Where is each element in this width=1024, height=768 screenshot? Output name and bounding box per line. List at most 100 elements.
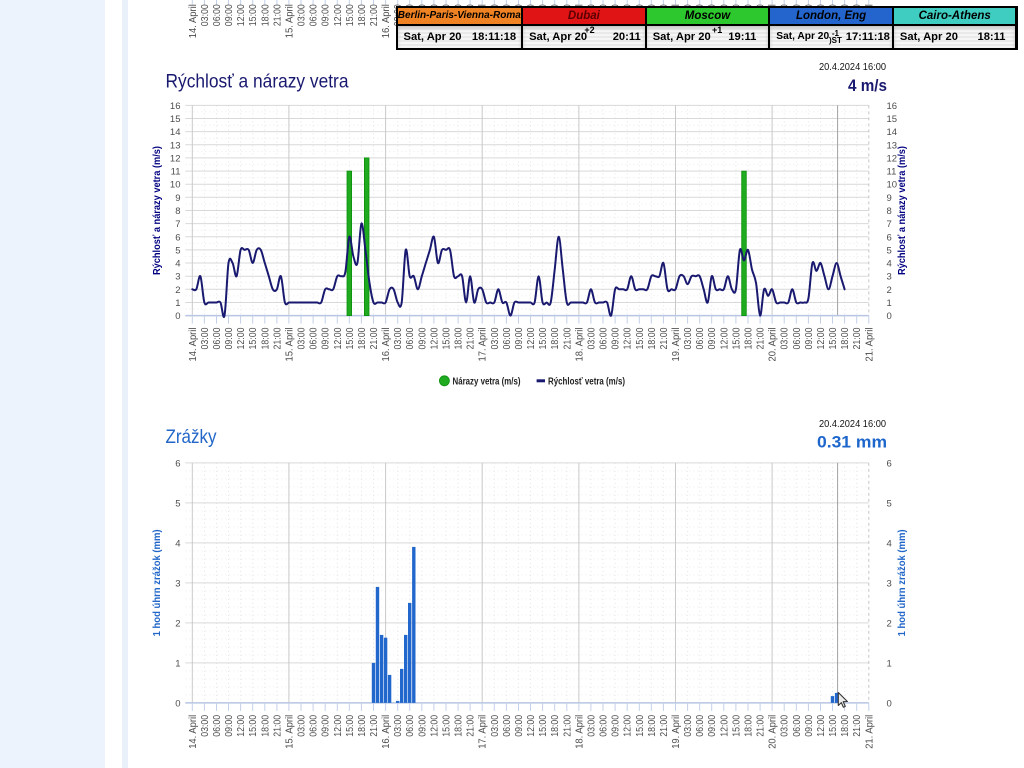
svg-text:09:00: 09:00 bbox=[224, 714, 235, 736]
svg-text:3: 3 bbox=[175, 272, 180, 283]
svg-text:03:00: 03:00 bbox=[297, 327, 308, 349]
svg-text:0.31 mm: 0.31 mm bbox=[817, 433, 887, 452]
svg-text:03:00: 03:00 bbox=[683, 714, 694, 736]
svg-text:21:00: 21:00 bbox=[756, 327, 767, 349]
svg-text:15:00: 15:00 bbox=[731, 327, 742, 349]
svg-text:21:00: 21:00 bbox=[756, 714, 767, 736]
svg-text:14. April: 14. April bbox=[188, 4, 199, 38]
svg-text:1 hod úhrn zrážok (mm): 1 hod úhrn zrážok (mm) bbox=[896, 529, 908, 636]
svg-text:15:00: 15:00 bbox=[345, 714, 356, 736]
svg-text:9: 9 bbox=[887, 193, 892, 204]
svg-text:19. April: 19. April bbox=[671, 328, 682, 362]
svg-text:06:00: 06:00 bbox=[502, 714, 513, 736]
svg-text:12:00: 12:00 bbox=[719, 714, 730, 736]
svg-text:17. April: 17. April bbox=[478, 328, 489, 362]
svg-text:7: 7 bbox=[175, 219, 180, 230]
svg-text:12:00: 12:00 bbox=[719, 327, 730, 349]
svg-text:21:00: 21:00 bbox=[369, 4, 380, 26]
svg-text:14: 14 bbox=[887, 127, 898, 138]
svg-text:15:00: 15:00 bbox=[828, 714, 839, 736]
svg-text:03:00: 03:00 bbox=[490, 327, 501, 349]
svg-text:0: 0 bbox=[175, 311, 180, 322]
svg-text:09:00: 09:00 bbox=[707, 714, 718, 736]
svg-text:03:00: 03:00 bbox=[200, 714, 211, 736]
svg-text:1: 1 bbox=[175, 658, 180, 669]
svg-text:1 hod úhrn zrážok (mm): 1 hod úhrn zrážok (mm) bbox=[151, 529, 163, 636]
svg-text:18. April: 18. April bbox=[574, 715, 585, 749]
svg-text:15:00: 15:00 bbox=[442, 327, 453, 349]
svg-text:21:00: 21:00 bbox=[272, 4, 283, 26]
svg-text:10: 10 bbox=[887, 180, 898, 191]
svg-text:20.4.2024 16:00: 20.4.2024 16:00 bbox=[819, 418, 886, 430]
svg-text:0: 0 bbox=[175, 698, 180, 709]
svg-text:6: 6 bbox=[175, 458, 180, 469]
svg-text:4: 4 bbox=[175, 259, 180, 270]
svg-text:14. April: 14. April bbox=[188, 715, 199, 749]
svg-text:09:00: 09:00 bbox=[804, 327, 815, 349]
svg-text:15. April: 15. April bbox=[284, 715, 295, 749]
svg-text:14: 14 bbox=[170, 127, 181, 138]
svg-text:06:00: 06:00 bbox=[212, 714, 223, 736]
svg-text:18:00: 18:00 bbox=[840, 327, 851, 349]
svg-text:06:00: 06:00 bbox=[792, 714, 803, 736]
svg-text:12:00: 12:00 bbox=[333, 714, 344, 736]
svg-text:18:00: 18:00 bbox=[744, 714, 755, 736]
svg-text:09:00: 09:00 bbox=[224, 327, 235, 349]
svg-text:12:00: 12:00 bbox=[623, 714, 634, 736]
svg-text:18:00: 18:00 bbox=[260, 714, 271, 736]
svg-text:4: 4 bbox=[887, 538, 892, 549]
svg-text:1: 1 bbox=[887, 658, 892, 669]
svg-text:12:00: 12:00 bbox=[816, 327, 827, 349]
svg-text:03:00: 03:00 bbox=[393, 327, 404, 349]
svg-text:11: 11 bbox=[887, 167, 897, 178]
svg-text:03:00: 03:00 bbox=[780, 714, 791, 736]
svg-text:09:00: 09:00 bbox=[417, 714, 428, 736]
svg-text:06:00: 06:00 bbox=[599, 714, 610, 736]
svg-text:Rýchlosť vetra (m/s): Rýchlosť vetra (m/s) bbox=[548, 377, 625, 388]
svg-text:18:00: 18:00 bbox=[550, 714, 561, 736]
svg-text:3: 3 bbox=[887, 272, 892, 283]
svg-text:18:00: 18:00 bbox=[260, 4, 271, 26]
svg-text:09:00: 09:00 bbox=[321, 4, 332, 26]
svg-text:Rýchlosť a nárazy vetra: Rýchlosť a nárazy vetra bbox=[166, 71, 349, 93]
svg-text:6: 6 bbox=[887, 232, 892, 243]
svg-text:18:00: 18:00 bbox=[840, 714, 851, 736]
svg-text:12: 12 bbox=[170, 153, 181, 164]
svg-text:12:00: 12:00 bbox=[623, 327, 634, 349]
svg-text:21:00: 21:00 bbox=[369, 714, 380, 736]
svg-text:09:00: 09:00 bbox=[224, 4, 235, 26]
svg-text:18. April: 18. April bbox=[574, 328, 585, 362]
svg-text:21:00: 21:00 bbox=[466, 327, 477, 349]
svg-text:15:00: 15:00 bbox=[635, 714, 646, 736]
svg-text:2: 2 bbox=[887, 285, 892, 296]
svg-text:10: 10 bbox=[170, 180, 181, 191]
svg-text:15. April: 15. April bbox=[284, 328, 295, 362]
svg-text:06:00: 06:00 bbox=[309, 714, 320, 736]
svg-text:09:00: 09:00 bbox=[611, 714, 622, 736]
svg-text:03:00: 03:00 bbox=[683, 327, 694, 349]
svg-text:06:00: 06:00 bbox=[695, 327, 706, 349]
svg-text:15. April: 15. April bbox=[284, 4, 295, 38]
svg-text:0: 0 bbox=[887, 311, 892, 322]
svg-text:17. April: 17. April bbox=[478, 715, 489, 749]
svg-text:1: 1 bbox=[175, 298, 180, 309]
svg-text:09:00: 09:00 bbox=[804, 714, 815, 736]
svg-text:18:00: 18:00 bbox=[357, 714, 368, 736]
svg-text:Rýchlosť a nárazy vetra (m/s): Rýchlosť a nárazy vetra (m/s) bbox=[151, 146, 163, 275]
svg-text:12:00: 12:00 bbox=[333, 4, 344, 26]
svg-text:4 m/s: 4 m/s bbox=[848, 76, 887, 95]
svg-text:15: 15 bbox=[887, 114, 898, 125]
svg-text:21:00: 21:00 bbox=[562, 327, 573, 349]
svg-text:03:00: 03:00 bbox=[586, 327, 597, 349]
svg-text:06:00: 06:00 bbox=[599, 327, 610, 349]
svg-text:03:00: 03:00 bbox=[200, 327, 211, 349]
svg-text:12:00: 12:00 bbox=[429, 714, 440, 736]
svg-text:09:00: 09:00 bbox=[321, 327, 332, 349]
svg-text:16: 16 bbox=[170, 101, 181, 112]
svg-text:13: 13 bbox=[170, 140, 181, 151]
svg-text:2: 2 bbox=[887, 618, 892, 629]
svg-text:15:00: 15:00 bbox=[248, 327, 259, 349]
svg-text:8: 8 bbox=[175, 206, 180, 217]
svg-text:11: 11 bbox=[171, 167, 181, 178]
svg-text:06:00: 06:00 bbox=[309, 327, 320, 349]
